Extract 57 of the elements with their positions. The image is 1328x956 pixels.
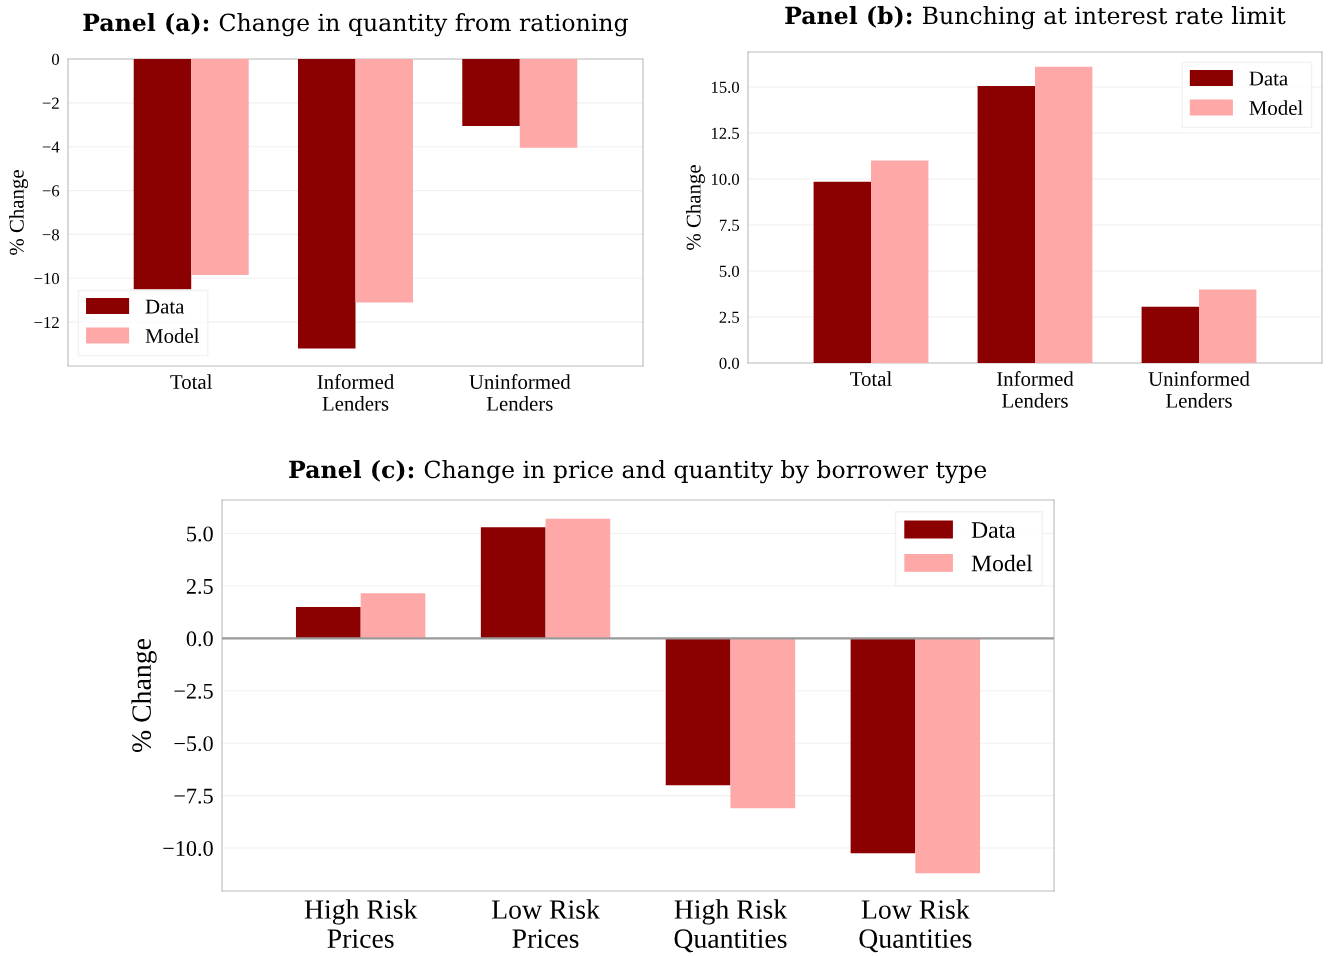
y-tick-label: 15.0: [711, 81, 740, 93]
y-tick-label: −10.0: [163, 840, 213, 857]
bar: [871, 160, 929, 363]
y-axis-title: % Change: [685, 165, 705, 250]
y-tick-label: 2.5: [186, 578, 213, 594]
x-tick-label: Informed Lenders: [317, 374, 394, 411]
y-tick-label: −12: [34, 316, 59, 328]
chart-title: Panel (c): Change in price and quantity by borrower type: [289, 460, 987, 484]
x-tick-label: Uninformed Lenders: [469, 374, 571, 411]
x-tick-label: Total: [850, 371, 892, 386]
bar: [1035, 66, 1093, 363]
x-tick-label: Total: [170, 374, 213, 389]
legend-label: Model: [1249, 100, 1303, 115]
legend-label: Data: [145, 299, 185, 314]
y-tick-label: −6: [42, 185, 60, 197]
y-axis-title: % Change: [9, 170, 29, 255]
y-tick-label: −2.5: [174, 683, 213, 699]
bar: [665, 638, 731, 786]
y-tick-label: 10.0: [711, 173, 740, 185]
y-tick-label: 2.5: [719, 311, 740, 324]
x-tick-label: Low Risk Quantities: [859, 899, 972, 953]
y-tick-label: 0.0: [186, 631, 213, 647]
y-tick-label: −8: [42, 229, 60, 241]
y-tick-label: −5.0: [174, 736, 213, 752]
y-tick-label: 5.0: [187, 526, 213, 542]
bar: [977, 86, 1035, 363]
y-tick-label: 0: [51, 53, 60, 65]
y-axis-title: % Change: [131, 639, 157, 753]
bar: [480, 527, 546, 639]
bar: [730, 638, 796, 809]
bar: [1199, 289, 1257, 363]
x-tick-label: Informed Lenders: [997, 371, 1074, 408]
y-tick-label: −7.5: [174, 788, 213, 804]
chart-title: Panel (a): Change in quantity from rationing: [83, 13, 628, 37]
y-tick-label: 5.0: [719, 265, 740, 278]
legend-label: Model: [145, 328, 200, 344]
legend-label: Data: [1249, 71, 1288, 86]
bar: [850, 638, 916, 854]
chart-title: Panel (b): Bunching at interest rate limit: [785, 6, 1286, 30]
bar: [360, 593, 426, 639]
bar: [1141, 306, 1199, 363]
bar: [545, 518, 611, 639]
x-tick-label: High Risk Quantities: [674, 899, 788, 953]
y-tick-label: −10: [34, 272, 60, 285]
y-tick-label: 7.5: [719, 219, 740, 231]
x-tick-label: Low Risk Prices: [491, 899, 600, 948]
x-tick-label: High Risk Prices: [304, 899, 418, 949]
legend-label: Model: [971, 554, 1033, 572]
legend-label: Data: [971, 522, 1016, 539]
bar: [915, 638, 981, 874]
y-tick-label: −4: [42, 141, 60, 153]
y-tick-label: −2: [42, 97, 59, 109]
x-tick-label: Uninformed Lenders: [1148, 371, 1250, 408]
y-tick-label: 0.0: [719, 357, 740, 370]
bar: [813, 181, 871, 363]
y-tick-label: 12.5: [711, 127, 740, 139]
bar: [295, 606, 361, 639]
